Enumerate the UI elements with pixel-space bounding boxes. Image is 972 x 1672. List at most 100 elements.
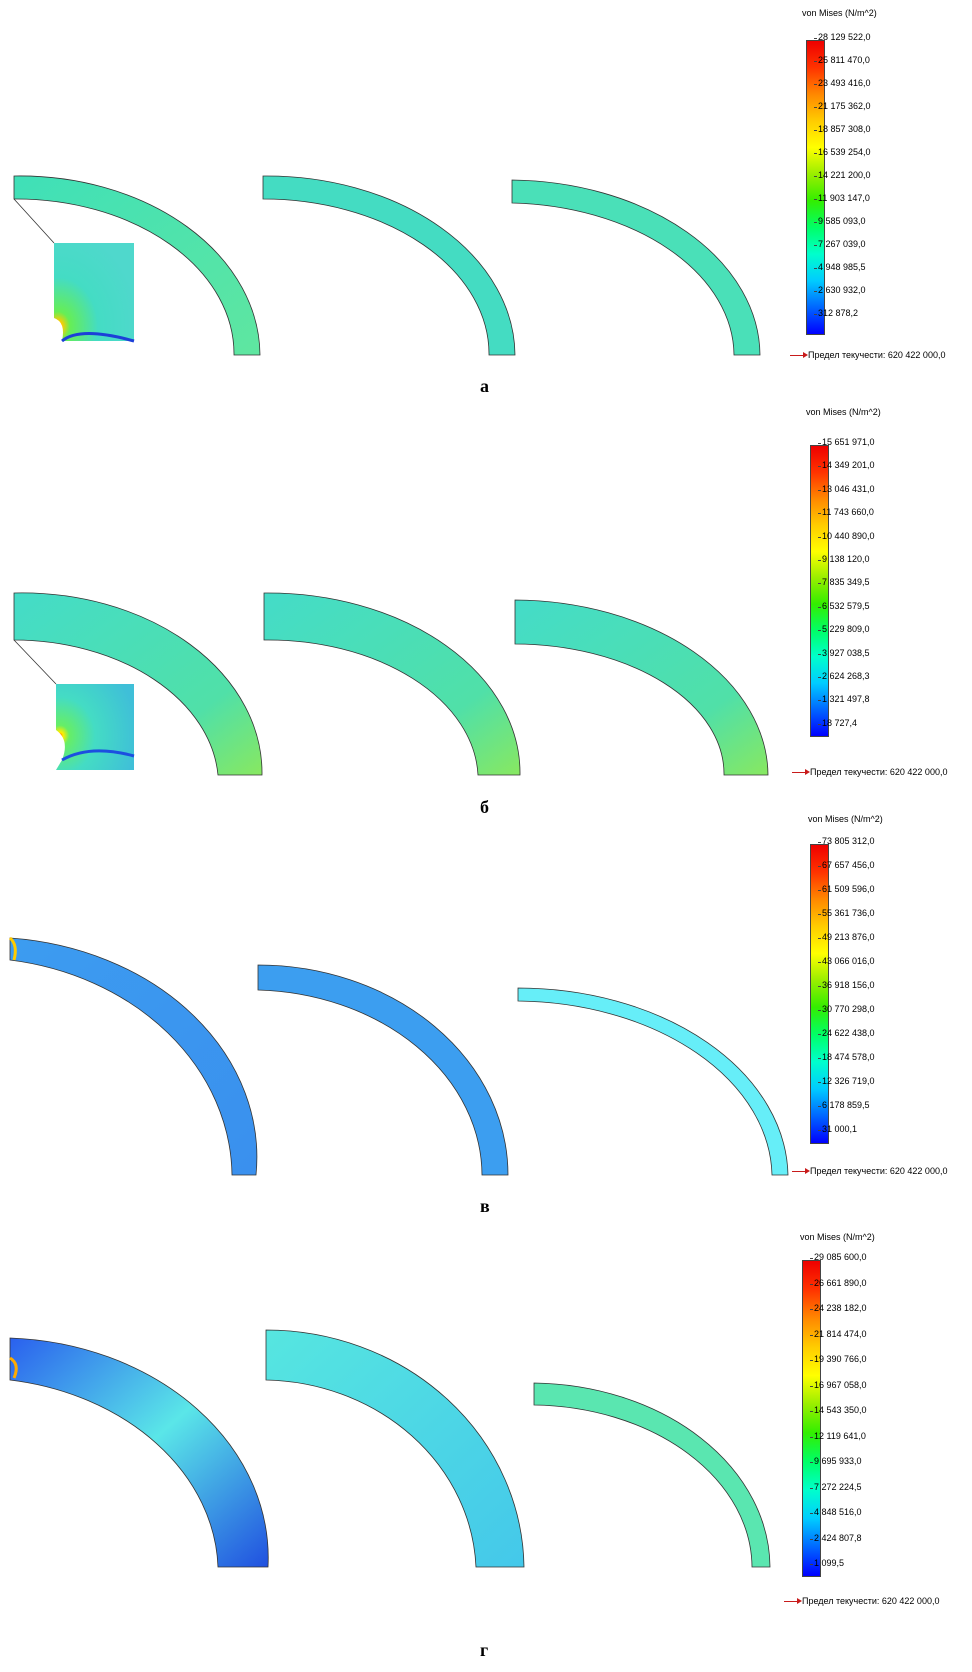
panel-b: von Mises (N/m^2) 15 651 971,0 14 349 201… — [0, 407, 972, 820]
tick-label: 7 272 224,5 — [810, 1481, 862, 1492]
arch-shape-left — [13, 592, 263, 776]
tick-label: 18 474 578,0 — [818, 1052, 875, 1062]
tick-label: 49 213 876,0 — [818, 932, 875, 942]
arch-shape-right — [533, 1382, 771, 1568]
tick-label: 10 440 890,0 — [818, 530, 875, 541]
tick-label: 312 878,2 — [813, 308, 859, 318]
arch-shape-right — [514, 599, 769, 776]
yield-limit-label: Предел текучести: 620 422 000,0 — [792, 767, 947, 777]
tick-label: 18 857 308,0 — [814, 124, 871, 134]
panel-d: von Mises (N/m^2) 29 085 600,0 26 661 890… — [0, 1232, 972, 1672]
tick-label: 2 630 932,0 — [814, 285, 866, 295]
arch-shape-left — [13, 175, 261, 356]
yield-limit-label: Предел текучести: 620 422 000,0 — [792, 1166, 947, 1176]
tick-label: 4 948 985,5 — [814, 262, 866, 272]
yield-limit-label: Предел текучести: 620 422 000,0 — [784, 1596, 939, 1606]
panel-label: г — [480, 1640, 489, 1660]
tick-label: 30 770 298,0 — [818, 1004, 875, 1014]
panel-label: в — [480, 1196, 490, 1216]
tick-label: 16 539 254,0 — [814, 147, 871, 157]
tick-label: 15 651 971,0 — [818, 437, 875, 447]
tick-label: 4 848 516,0 — [810, 1507, 862, 1517]
tick-label: 21 175 362,0 — [814, 101, 871, 111]
tick-label: 36 918 156,0 — [818, 980, 875, 990]
tick-label: 73 805 312,0 — [818, 836, 875, 846]
tick-label: 14 543 350,0 — [810, 1405, 867, 1415]
tick-label: 7 835 349,5 — [818, 577, 870, 588]
arch-shape-middle — [263, 592, 521, 776]
tick-label: 29 085 600,0 — [810, 1252, 867, 1262]
arch-shape-left — [9, 1337, 269, 1568]
arch-row-a — [13, 175, 761, 356]
inset-hole — [54, 318, 63, 341]
tick-label: 9 585 093,0 — [814, 216, 866, 226]
tick-label: 12 119 641,0 — [810, 1430, 866, 1441]
arch-row-d — [9, 1329, 771, 1568]
tick-label: 67 657 456,0 — [818, 860, 875, 870]
stress-hotspot — [8, 936, 17, 961]
tick-label: 11 903 147,0 — [814, 193, 870, 203]
tick-label: 6 178 859,5 — [818, 1100, 870, 1110]
arch-row-b — [13, 592, 769, 776]
color-scale-bar — [806, 40, 825, 335]
arrow-icon — [784, 1598, 802, 1605]
inset-leader-line — [13, 198, 55, 244]
arrow-icon — [792, 769, 810, 776]
tick-label: 25 811 470,0 — [814, 55, 870, 65]
arch-shape-middle — [257, 964, 509, 1176]
stress-hotspot — [9, 1356, 18, 1379]
panel-a: von Mises (N/m^2) 28 129 522,0 25 811 470… — [0, 0, 972, 410]
tick-label: 6 532 579,5 — [818, 600, 870, 611]
tick-label: 16 967 058,0 — [810, 1379, 867, 1390]
tick-label: 2 424 807,8 — [810, 1532, 862, 1543]
tick-label: 3 927 038,5 — [818, 647, 870, 658]
tick-label: 19 390 766,0 — [810, 1354, 867, 1364]
yield-limit-label: Предел текучести: 620 422 000,0 — [790, 350, 945, 360]
inset-leader-line — [13, 639, 57, 685]
tick-label: 24 238 182,0 — [810, 1303, 867, 1313]
tick-label: 26 661 890,0 — [810, 1277, 867, 1288]
tick-label: 61 509 596,0 — [818, 884, 875, 894]
inset-hole-edge — [61, 332, 135, 343]
arch-shape-left — [9, 937, 258, 1176]
tick-label: 9 695 933,0 — [810, 1456, 862, 1466]
tick-label: 21 814 474,0 — [810, 1328, 867, 1339]
tick-label: 2 624 268,3 — [818, 671, 870, 681]
inset-hole — [56, 730, 65, 770]
tick-label: 43 066 016,0 — [818, 956, 875, 966]
legend-title: von Mises (N/m^2) — [802, 8, 877, 18]
tick-label: 12 326 719,0 — [818, 1076, 875, 1086]
arch-shape-right — [511, 179, 761, 356]
arch-row-c — [8, 936, 789, 1176]
tick-label: 11 743 660,0 — [818, 507, 874, 518]
panel-c: von Mises (N/m^2) 73 805 312,0 67 657 456… — [0, 814, 972, 1240]
arch-shape-middle — [265, 1329, 525, 1568]
panel-label: а — [480, 376, 489, 396]
tick-label: 55 361 736,0 — [818, 908, 875, 918]
tick-label: 28 129 522,0 — [814, 32, 871, 42]
tick-label: 7 267 039,0 — [814, 239, 866, 249]
tick-label: 13 046 431,0 — [818, 483, 875, 494]
color-scale-bar — [802, 1260, 821, 1577]
tick-label: 23 493 416,0 — [814, 78, 871, 88]
tick-label: 5 229 809,0 — [818, 624, 870, 635]
arrow-icon — [790, 352, 808, 359]
inset-detail — [54, 243, 134, 341]
legend-title: von Mises (N/m^2) — [800, 1232, 875, 1242]
arrow-icon — [792, 1168, 810, 1175]
tick-label: 1 099,5 — [809, 1558, 845, 1568]
tick-label: 24 622 438,0 — [818, 1028, 875, 1038]
arch-shape-right — [517, 987, 789, 1176]
panel-label: б — [480, 797, 489, 817]
color-scale-bar — [810, 844, 829, 1144]
inset-hole-edge — [61, 749, 135, 762]
tick-label: 14 221 200,0 — [814, 170, 871, 180]
arch-shape-middle — [262, 175, 516, 356]
tick-label: 14 349 201,0 — [818, 460, 875, 471]
tick-label: 18 727,4 — [817, 717, 858, 728]
tick-label: 1 321 497,8 — [818, 694, 870, 705]
color-scale-bar — [810, 445, 829, 737]
tick-label: 31 000,1 — [817, 1124, 858, 1134]
legend-title: von Mises (N/m^2) — [808, 814, 883, 824]
legend-title: von Mises (N/m^2) — [806, 407, 881, 417]
